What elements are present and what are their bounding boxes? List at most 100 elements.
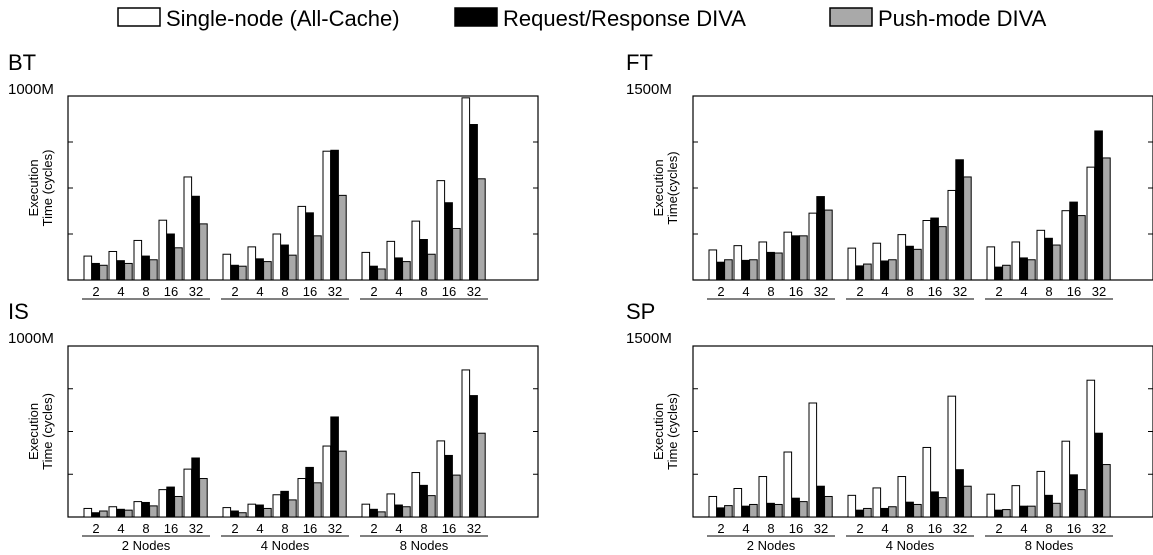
bar-push-mode bbox=[799, 501, 808, 518]
group-label: 4 Nodes bbox=[886, 538, 935, 553]
y-axis-title-line: Execution bbox=[651, 403, 666, 460]
bar-request-response bbox=[394, 504, 403, 518]
bar-request-response bbox=[930, 491, 939, 518]
bar-request-response bbox=[141, 255, 150, 281]
bar-request-response bbox=[419, 239, 428, 281]
bar-request-response bbox=[305, 466, 314, 518]
bar-request-response bbox=[1044, 494, 1053, 518]
bar-request-response bbox=[741, 505, 750, 518]
bar-request-response bbox=[444, 454, 453, 518]
x-tick-label: 8 bbox=[142, 284, 149, 299]
bar-single-node bbox=[361, 503, 371, 518]
bar-push-mode bbox=[1027, 259, 1036, 281]
legend-item-push-mode: Push-mode DIVA bbox=[829, 6, 1047, 31]
legend-label-request-response: Request/Response DIVA bbox=[503, 6, 746, 31]
bar-push-mode bbox=[427, 253, 436, 281]
bar-push-mode bbox=[863, 263, 872, 281]
bar-single-node bbox=[947, 395, 957, 518]
bar-push-mode bbox=[238, 265, 247, 281]
bar-single-node bbox=[386, 240, 396, 281]
bar-request-response bbox=[91, 262, 100, 281]
bar-request-response bbox=[230, 264, 239, 281]
bar-request-response bbox=[1069, 474, 1078, 518]
bar-request-response bbox=[816, 485, 825, 518]
bar-request-response bbox=[994, 509, 1003, 518]
x-tick-label: 32 bbox=[953, 284, 967, 299]
y-max-label: 1000M bbox=[8, 330, 54, 347]
x-tick-label: 16 bbox=[164, 284, 178, 299]
x-tick-label: 32 bbox=[189, 521, 203, 536]
bar-request-response bbox=[166, 233, 175, 281]
bar-single-node bbox=[222, 507, 232, 518]
x-tick-label: 32 bbox=[467, 521, 481, 536]
y-axis-title-line: Execution bbox=[651, 159, 666, 216]
x-tick-label: 32 bbox=[953, 521, 967, 536]
x-tick-label: 4 bbox=[256, 521, 263, 536]
bar-single-node bbox=[872, 487, 882, 518]
bar-request-response bbox=[1019, 505, 1028, 518]
bar-single-node bbox=[436, 440, 446, 518]
bar-push-mode bbox=[377, 268, 386, 281]
bar-request-response bbox=[141, 501, 150, 518]
x-tick-label: 8 bbox=[767, 521, 774, 536]
x-tick-label: 4 bbox=[1020, 284, 1027, 299]
bar-single-node bbox=[183, 176, 193, 281]
bar-push-mode bbox=[263, 261, 272, 281]
bar-push-mode bbox=[774, 503, 783, 518]
x-tick-label: 32 bbox=[1092, 521, 1106, 536]
x-tick-label: 2 bbox=[92, 521, 99, 536]
bar-request-response bbox=[444, 202, 453, 281]
x-tick-label: 32 bbox=[814, 521, 828, 536]
bar-single-node bbox=[897, 234, 907, 281]
x-tick-label: 8 bbox=[906, 521, 913, 536]
y-max-label: 1500M bbox=[626, 330, 672, 347]
bar-request-response bbox=[955, 159, 964, 281]
x-tick-label: 4 bbox=[256, 284, 263, 299]
bar-single-node bbox=[986, 493, 996, 518]
bar-push-mode bbox=[824, 495, 833, 518]
bar-push-mode bbox=[1102, 157, 1111, 281]
bar-single-node bbox=[758, 241, 768, 281]
bar-push-mode bbox=[174, 247, 183, 281]
x-tick-label: 2 bbox=[92, 284, 99, 299]
bar-request-response bbox=[791, 235, 800, 281]
bar-single-node bbox=[733, 488, 743, 518]
bar-single-node bbox=[361, 251, 371, 281]
bar-single-node bbox=[897, 476, 907, 518]
x-tick-label: 4 bbox=[117, 521, 124, 536]
x-tick-label: 2 bbox=[856, 521, 863, 536]
bar-push-mode bbox=[913, 503, 922, 518]
bar-single-node bbox=[758, 476, 768, 518]
group-label: 2 Nodes bbox=[747, 538, 796, 553]
bar-request-response bbox=[855, 509, 864, 518]
bar-request-response bbox=[280, 490, 289, 518]
bar-single-node bbox=[1011, 241, 1021, 281]
bar-single-node bbox=[83, 507, 93, 518]
x-tick-label: 16 bbox=[928, 284, 942, 299]
bar-push-mode bbox=[99, 264, 108, 281]
bar-push-mode bbox=[427, 495, 436, 518]
bar-push-mode bbox=[199, 478, 208, 518]
bar-request-response bbox=[191, 195, 200, 281]
bar-single-node bbox=[1036, 470, 1046, 518]
x-tick-label: 4 bbox=[881, 521, 888, 536]
bar-single-node bbox=[947, 189, 957, 281]
bar-request-response bbox=[880, 507, 889, 518]
bar-request-response bbox=[1019, 257, 1028, 281]
group-label: 4 Nodes bbox=[261, 538, 310, 553]
panel-title: IS bbox=[8, 299, 29, 324]
bar-single-node bbox=[222, 253, 232, 281]
group-label: 2 Nodes bbox=[122, 538, 171, 553]
bar-push-mode bbox=[452, 227, 461, 281]
bar-push-mode bbox=[1052, 244, 1061, 281]
x-tick-label: 2 bbox=[717, 284, 724, 299]
bar-push-mode bbox=[402, 506, 411, 518]
x-tick-label: 32 bbox=[328, 284, 342, 299]
bar-request-response bbox=[116, 508, 125, 518]
bar-push-mode bbox=[238, 512, 247, 518]
bar-push-mode bbox=[149, 259, 158, 281]
bar-single-node bbox=[247, 246, 257, 281]
bar-request-response bbox=[1044, 237, 1053, 281]
x-tick-label: 4 bbox=[395, 284, 402, 299]
bar-request-response bbox=[116, 260, 125, 281]
